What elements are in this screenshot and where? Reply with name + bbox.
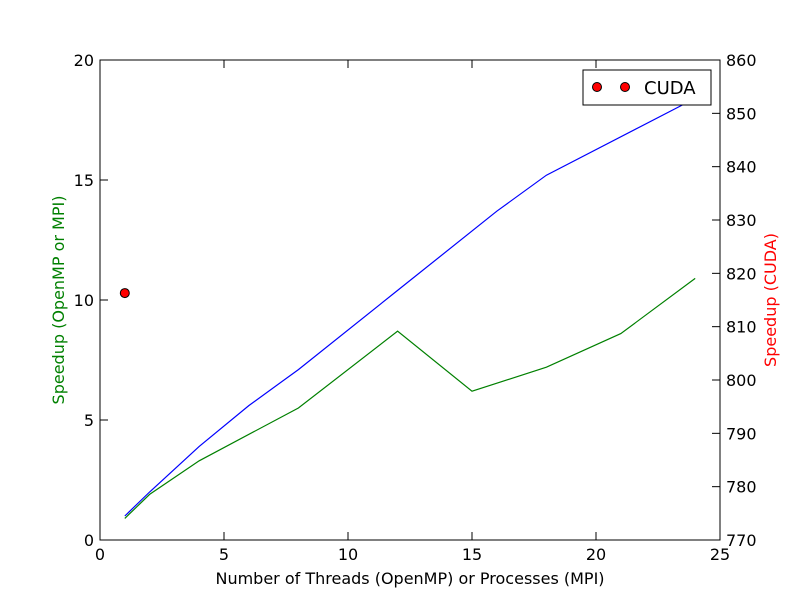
y-right-tick-label: 790 [726,424,757,443]
y-left-tick-label: 15 [74,171,94,190]
x-tick-label: 0 [95,545,105,564]
series-0-line [124,97,696,517]
x-tick-label: 20 [586,545,606,564]
y-axis-right-ticks: 770 780 790 800 810 820 830 840 850 860 [712,51,757,550]
plot-frame [99,59,721,541]
y-axis-right-label: Speedup (CUDA) [761,233,780,367]
legend: CUDA [582,69,712,106]
legend-label-cuda: CUDA [644,78,696,99]
y-right-tick-label: 850 [726,104,757,123]
legend-box [582,69,712,106]
x-tick-label: 15 [462,545,482,564]
y-left-tick-label: 20 [74,51,94,70]
y-left-tick-label: 10 [74,291,94,310]
y-right-tick-label: 800 [726,371,757,390]
series-layer [119,97,696,519]
y-right-tick-label: 860 [726,51,757,70]
y-axis-left-label: Speedup (OpenMP or MPI) [49,196,68,405]
y-right-tick-label: 770 [726,531,757,550]
y-axis-left-ticks: 0 5 10 15 20 [74,51,108,550]
y-right-tick-label: 840 [726,158,757,177]
y-right-tick-label: 810 [726,318,757,337]
y-left-tick-label: 0 [84,531,94,550]
y-right-tick-label: 780 [726,478,757,497]
x-tick-label: 25 [710,545,730,564]
legend-marker [592,82,602,92]
y-right-tick-label: 830 [726,211,757,230]
series-1-line [124,277,696,519]
x-tick-label: 10 [338,545,358,564]
series-2-point [119,288,130,299]
x-tick-label: 5 [219,545,229,564]
x-axis-label: Number of Threads (OpenMP) or Processes … [215,569,604,588]
x-axis-ticks: 0 5 10 15 20 25 [95,60,730,564]
y-right-tick-label: 820 [726,264,757,283]
y-left-tick-label: 5 [84,411,94,430]
legend-marker [620,82,630,92]
